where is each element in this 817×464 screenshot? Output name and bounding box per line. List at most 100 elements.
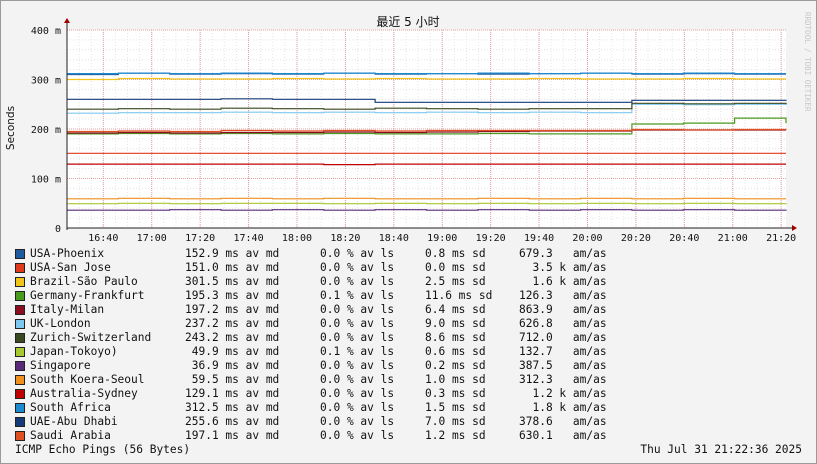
x-tick-label: 21:00 bbox=[718, 233, 748, 244]
legend-swatch bbox=[15, 277, 25, 287]
legend-ratio: 679.3 am/as bbox=[519, 247, 607, 260]
legend-loss: 0.0 % av ls bbox=[320, 331, 395, 344]
y-tick-label: 300 m bbox=[31, 76, 61, 87]
series-line-south-koera-seoul bbox=[67, 197, 786, 200]
x-tick-label: 19:20 bbox=[476, 233, 506, 244]
legend-ratio: 126.3 am/as bbox=[519, 289, 607, 302]
y-axis-label: Seconds bbox=[5, 106, 17, 150]
legend-sd: 0.6 ms sd bbox=[425, 345, 486, 358]
legend-ratio: 312.3 am/as bbox=[519, 373, 607, 386]
legend-loss: 0.0 % av ls bbox=[320, 261, 395, 274]
legend-swatch bbox=[15, 249, 25, 259]
legend-loss: 0.0 % av ls bbox=[320, 373, 395, 386]
x-tick-label: 17:20 bbox=[185, 233, 215, 244]
x-tick-label: 16:40 bbox=[88, 233, 118, 244]
y-tick-label: 200 m bbox=[31, 125, 61, 136]
legend-avg: 49.9 ms av md bbox=[185, 345, 280, 358]
legend-ratio: 132.7 am/as bbox=[519, 345, 607, 358]
legend-swatch bbox=[15, 291, 25, 301]
chart-title: 最近 5 小时 bbox=[376, 15, 439, 29]
legend-loss: 0.0 % av ls bbox=[320, 247, 395, 260]
series-line-south-africa bbox=[67, 72, 786, 75]
y-tick-label: 0 bbox=[55, 224, 61, 235]
legend-label: UK-London bbox=[30, 317, 91, 330]
legend-swatch bbox=[15, 389, 25, 399]
legend-sd: 11.6 ms sd bbox=[425, 289, 493, 302]
legend-loss: 0.0 % av ls bbox=[320, 401, 395, 414]
x-tick-label: 19:40 bbox=[524, 233, 554, 244]
x-tick-label: 20:00 bbox=[572, 233, 602, 244]
legend-swatch bbox=[15, 347, 25, 357]
legend-ratio: 626.8 am/as bbox=[519, 317, 607, 330]
series-line-uk-london bbox=[67, 103, 787, 114]
watermark: RRDTOOL / TOBI OETIKER bbox=[803, 12, 812, 112]
legend-sd: 0.8 ms sd bbox=[425, 247, 486, 260]
legend-sd: 7.0 ms sd bbox=[425, 415, 486, 428]
legend-ratio: 1.2 k am/as bbox=[519, 387, 607, 400]
legend-loss: 0.0 % av ls bbox=[320, 317, 395, 330]
legend-avg: 255.6 ms av md bbox=[185, 415, 280, 428]
legend-label: USA-Phoenix bbox=[30, 247, 105, 260]
legend-avg: 152.9 ms av md bbox=[185, 247, 280, 260]
legend-ratio: 387.5 am/as bbox=[519, 359, 607, 372]
x-axis-arrow bbox=[792, 225, 797, 231]
legend-sd: 8.6 ms sd bbox=[425, 331, 486, 344]
legend-avg: 197.1 ms av md bbox=[185, 429, 280, 442]
legend-sd: 1.5 ms sd bbox=[425, 401, 486, 414]
legend-swatch bbox=[15, 403, 25, 413]
legend-sd: 2.5 ms sd bbox=[425, 275, 486, 288]
legend-avg: 301.5 ms av md bbox=[185, 275, 280, 288]
legend-swatch bbox=[15, 431, 25, 441]
series-line-uae-abu-dhabi bbox=[67, 98, 787, 103]
x-tick-label: 18:20 bbox=[330, 233, 360, 244]
legend-ratio: 863.9 am/as bbox=[519, 303, 607, 316]
legend-loss: 0.1 % av ls bbox=[320, 289, 395, 302]
legend-swatch bbox=[15, 263, 25, 273]
legend-label: Brazil-São Paulo bbox=[30, 275, 138, 288]
legend-avg: 129.1 ms av md bbox=[185, 387, 280, 400]
legend-loss: 0.0 % av ls bbox=[320, 429, 395, 442]
x-tick-label: 18:00 bbox=[282, 233, 312, 244]
x-tick-label: 18:40 bbox=[379, 233, 409, 244]
legend-ratio: 712.0 am/as bbox=[519, 331, 607, 344]
legend-avg: 36.9 ms av md bbox=[185, 359, 280, 372]
x-tick-label: 21:20 bbox=[766, 233, 796, 244]
legend-avg: 197.2 ms av md bbox=[185, 303, 280, 316]
legend-avg: 59.5 ms av md bbox=[185, 373, 280, 386]
legend-label: Zurich-Switzerland bbox=[30, 331, 152, 344]
series-line-australia-sydney bbox=[67, 163, 786, 166]
legend-swatch bbox=[15, 375, 25, 385]
legend-loss: 0.1 % av ls bbox=[320, 345, 395, 358]
legend-label: Singapore bbox=[30, 359, 91, 372]
legend-sd: 1.0 ms sd bbox=[425, 373, 486, 386]
y-tick-label: 400 m bbox=[31, 26, 61, 37]
legend-avg: 195.3 ms av md bbox=[185, 289, 280, 302]
legend-swatch bbox=[15, 305, 25, 315]
legend-avg: 237.2 ms av md bbox=[185, 317, 280, 330]
legend-label: South Africa bbox=[30, 401, 111, 414]
x-tick-label: 17:00 bbox=[137, 233, 167, 244]
series-line-zurich-switzerland bbox=[67, 102, 787, 110]
legend-loss: 0.0 % av ls bbox=[320, 415, 395, 428]
legend-label: Italy-Milan bbox=[30, 303, 105, 316]
x-tick-label: 19:00 bbox=[427, 233, 457, 244]
legend-ratio: 3.5 k am/as bbox=[519, 261, 607, 274]
series-line-brazil-s-o-paulo bbox=[67, 77, 786, 81]
legend-ratio: 630.1 am/as bbox=[519, 429, 607, 442]
legend-sd: 9.0 ms sd bbox=[425, 317, 486, 330]
legend-loss: 0.0 % av ls bbox=[320, 275, 395, 288]
x-tick-label: 20:20 bbox=[621, 233, 651, 244]
legend-loss: 0.0 % av ls bbox=[320, 359, 395, 372]
legend-loss: 0.0 % av ls bbox=[320, 303, 395, 316]
x-tick-label: 20:40 bbox=[669, 233, 699, 244]
legend-swatch bbox=[15, 333, 25, 343]
legend-label: South Koera-Seoul bbox=[30, 373, 145, 386]
legend-label: Japan-Tokoyo) bbox=[30, 345, 118, 358]
legend-label: Australia-Sydney bbox=[30, 387, 138, 400]
legend-sd: 6.4 ms sd bbox=[425, 303, 486, 316]
legend-sd: 0.2 ms sd bbox=[425, 359, 486, 372]
footer-caption: ICMP Echo Pings (56 Bytes) bbox=[15, 443, 191, 456]
y-axis-arrow bbox=[64, 18, 70, 23]
legend-ratio: 378.6 am/as bbox=[519, 415, 607, 428]
legend-swatch bbox=[15, 417, 25, 427]
